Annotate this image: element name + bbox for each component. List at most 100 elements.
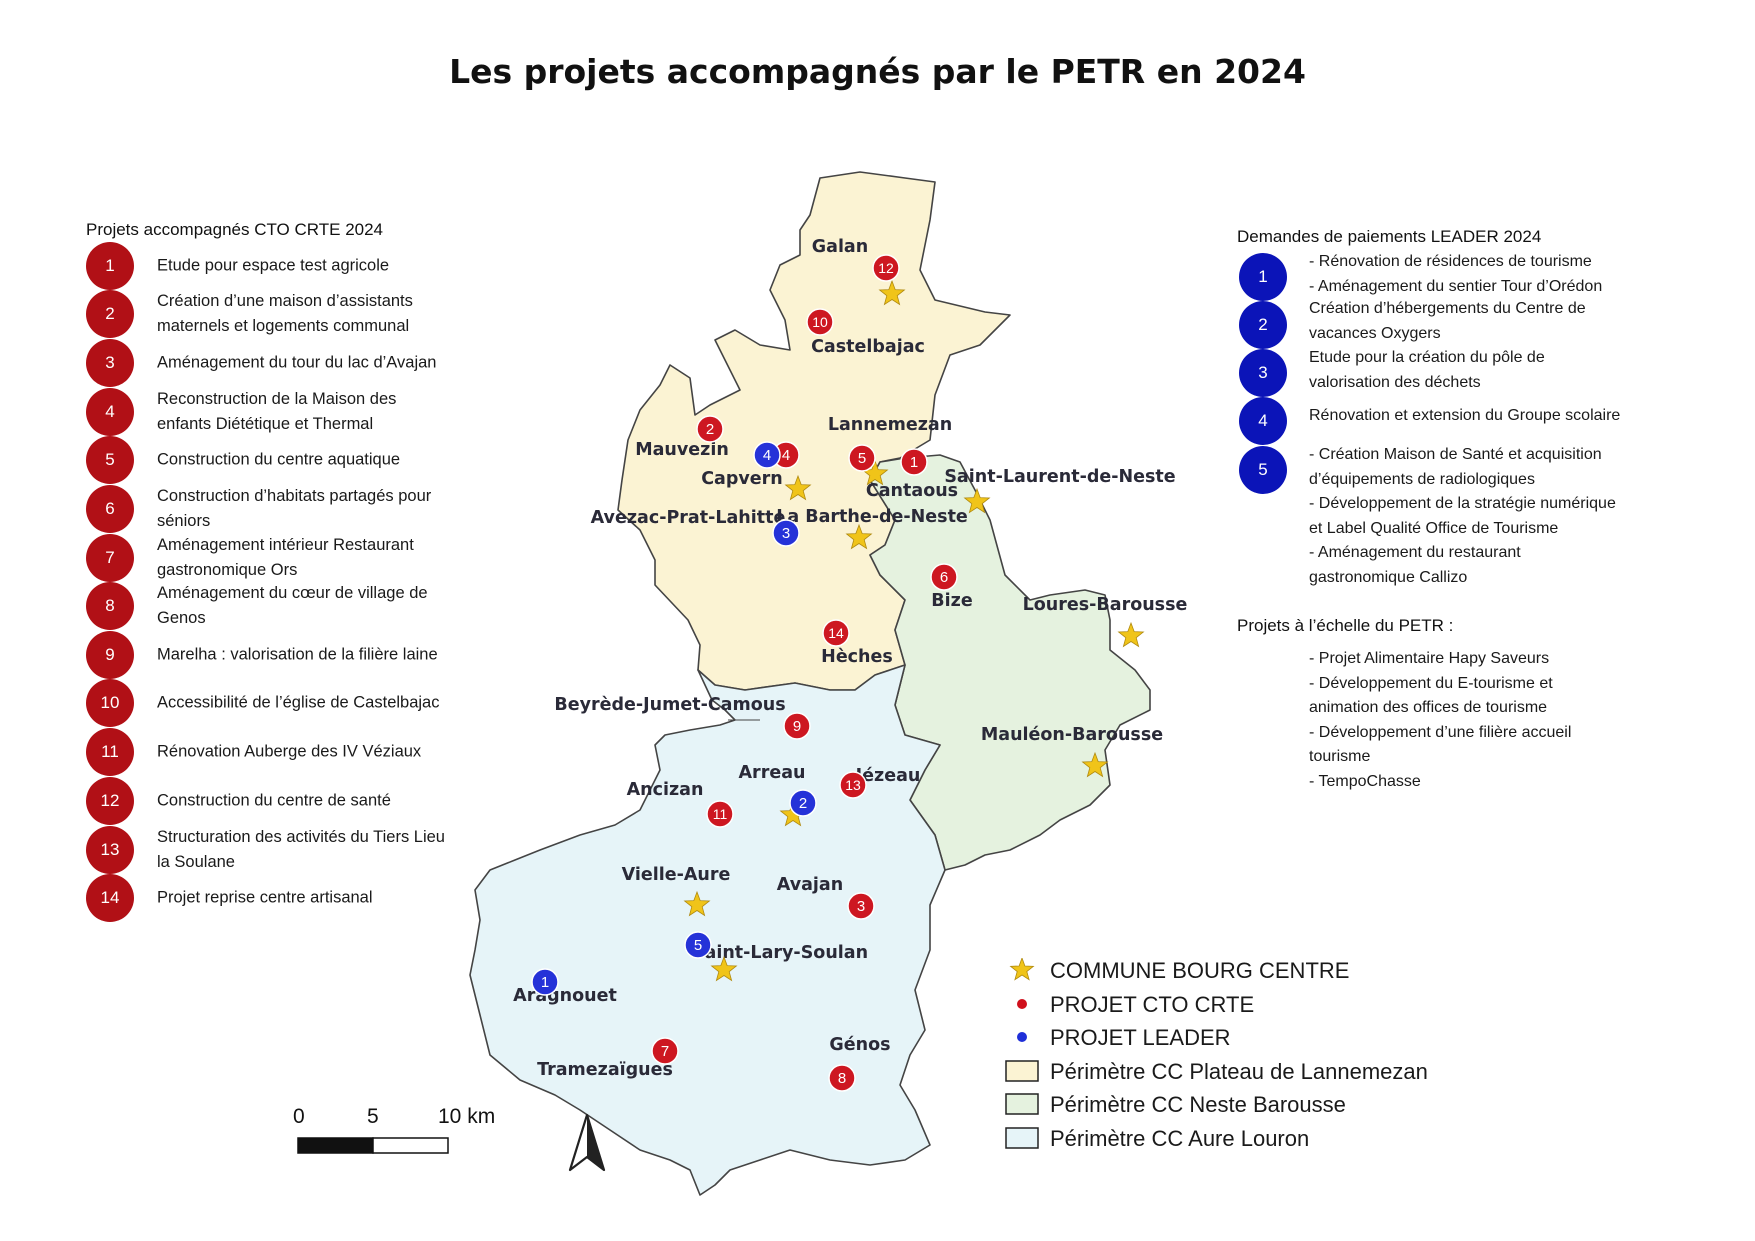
leader-badge: 2 [1239, 301, 1287, 349]
cto-badge: 14 [86, 874, 134, 922]
cto-badge: 4 [86, 388, 134, 436]
cto-marker-1: 1 [900, 448, 928, 476]
blue-dot-icon [1005, 1025, 1039, 1049]
legend-label: COMMUNE BOURG CENTRE [1050, 958, 1350, 983]
svg-text:6: 6 [940, 569, 948, 586]
town-label: Avezac-Prat-Lahitte [591, 508, 786, 528]
bourg-centre-star-icon [963, 487, 991, 514]
town-label: Beyrède-Jumet-Camous [554, 695, 785, 715]
cto-item-label: Création d’une maison d’assistants matern… [157, 292, 413, 335]
cto-item-label: Construction du centre aquatique [157, 450, 401, 469]
leader-marker-4: 4 [753, 441, 781, 469]
cto-badge: 5 [86, 436, 134, 484]
leader-item-1: 1 - Rénovation de résidences de tourisme -… [1239, 253, 1669, 301]
town-label: Mauléon-Barousse [981, 725, 1163, 745]
cto-item-2: 2 Création d’une maison d’assistants mater… [86, 290, 486, 338]
svg-text:1: 1 [910, 454, 918, 471]
territory-aure-louron [469, 664, 946, 1196]
svg-text:2: 2 [706, 421, 714, 438]
legend-item: Périmètre CC Aure Louron [1005, 1124, 1445, 1154]
town-label: Galan [812, 237, 868, 257]
svg-text:1: 1 [541, 974, 549, 991]
leader-badge: 5 [1239, 446, 1287, 494]
cto-badge: 8 [86, 582, 134, 630]
cto-marker-3: 3 [847, 892, 875, 920]
svg-text:11: 11 [713, 806, 728, 822]
page-title: Les projets accompagnés par le PETR en 2… [449, 52, 1306, 91]
legend-item: Périmètre CC Neste Barousse [1005, 1090, 1445, 1120]
leader-badge: 4 [1239, 397, 1287, 445]
bourg-centre-star-icon [878, 279, 906, 306]
cto-badge: 3 [86, 339, 134, 387]
bourg-centre-star-icon [1117, 621, 1145, 648]
town-label: La Barthe-de-Neste [776, 507, 968, 527]
leader-item-label: - Création Maison de Santé et acquisitio… [1309, 446, 1616, 586]
cto-marker-9: 9 [783, 712, 811, 740]
svg-text:14: 14 [828, 625, 844, 641]
cto-badge: 12 [86, 777, 134, 825]
north-arrow-icon [568, 1113, 606, 1172]
petr-line: - Développement du E-tourisme et [1309, 674, 1553, 692]
territory-neste-barousse [869, 454, 1151, 871]
leader-marker-2: 2 [789, 789, 817, 817]
town-label: Saint-Lary-Soulan [692, 943, 868, 963]
leader-project-list: 1 - Rénovation de résidences de tourisme -… [1239, 253, 1689, 613]
cto-marker-6: 6 [930, 563, 958, 591]
town-label: Loures-Barousse [1023, 595, 1188, 615]
leader-marker-3: 3 [772, 519, 800, 547]
cto-badge: 13 [86, 826, 134, 874]
petr-panel-heading: Projets à l’échelle du PETR : [1237, 616, 1454, 635]
bourg-centre-star-icon [845, 523, 873, 550]
leader-item-label: Création d’hébergements du Centre de vaca… [1309, 300, 1586, 342]
cto-panel-heading: Projets accompagnés CTO CRTE 2024 [86, 220, 384, 239]
town-label: Saint-Laurent-de-Neste [944, 467, 1175, 487]
legend-label: PROJET LEADER [1050, 1025, 1231, 1050]
leader-item-3: 3 Etude pour la création du pôle de valori… [1239, 349, 1669, 397]
cto-item-14: 14 Projet reprise centre artisanal [86, 874, 486, 922]
cto-badge: 6 [86, 485, 134, 533]
cto-marker-7: 7 [651, 1037, 679, 1065]
scale-label-10: 10 km [438, 1105, 496, 1128]
petr-line: - Projet Alimentaire Hapy Saveurs [1309, 650, 1550, 667]
box-icon [1005, 1126, 1039, 1150]
cto-item-label: Structuration des activités du Tiers Lie… [157, 828, 445, 871]
scale-bar [297, 1137, 449, 1154]
box-icon [1005, 1092, 1039, 1116]
cto-item-7: 7 Aménagement intérieur Restaurant gastron… [86, 534, 486, 582]
leader-item-5: 5 - Création Maison de Santé et acquisiti… [1239, 446, 1669, 586]
cto-item-6: 6 Construction d’habitats partagés pour sé… [86, 485, 486, 533]
cto-item-1: 1 Etude pour espace test agricole [86, 242, 486, 290]
cto-marker-11: 11 [706, 800, 734, 828]
cto-badge: 7 [86, 534, 134, 582]
cto-item-label: Projet reprise centre artisanal [157, 888, 373, 907]
svg-text:3: 3 [857, 898, 865, 915]
cto-item-label: Accessibilité de l’église de Castelbajac [157, 693, 440, 712]
svg-text:5: 5 [694, 937, 702, 954]
petr-line: - Développement d’une filière accueil [1309, 723, 1572, 741]
leader-badge: 3 [1239, 349, 1287, 397]
town-label: Cantaous [866, 481, 958, 501]
cto-marker-13: 13 [839, 771, 867, 799]
cto-item-label: Construction d’habitats partagés pour sén… [157, 487, 432, 530]
svg-text:4: 4 [782, 447, 790, 464]
cto-badge: 1 [86, 242, 134, 290]
svg-text:2: 2 [799, 795, 807, 812]
svg-text:13: 13 [845, 777, 861, 793]
cto-item-label: Reconstruction de la Maison des enfants D… [157, 390, 397, 433]
leader-item-4: 4 Rénovation et extension du Groupe scola… [1239, 397, 1669, 445]
cto-item-3: 3 Aménagement du tour du lac d’Avajan [86, 339, 486, 387]
star-icon [1005, 956, 1039, 982]
town-label: Ancizan [627, 780, 704, 800]
leader-marker-5: 5 [684, 931, 712, 959]
cto-item-label: Aménagement intérieur Restaurant gastrono… [157, 536, 414, 579]
town-label: Tramezaïgues [537, 1060, 673, 1080]
leader-item-label: - Rénovation de résidences de tourisme - … [1309, 253, 1603, 295]
box-icon [1005, 1059, 1039, 1083]
svg-text:9: 9 [793, 718, 801, 735]
town-label: Hèches [821, 647, 893, 667]
cto-item-13: 13 Structuration des activités du Tiers L… [86, 826, 486, 874]
legend-item: Périmètre CC Plateau de Lannemezan [1005, 1057, 1445, 1087]
cto-item-label: Rénovation Auberge des IV Véziaux [157, 742, 422, 761]
bourg-centre-star-icon [710, 955, 738, 982]
